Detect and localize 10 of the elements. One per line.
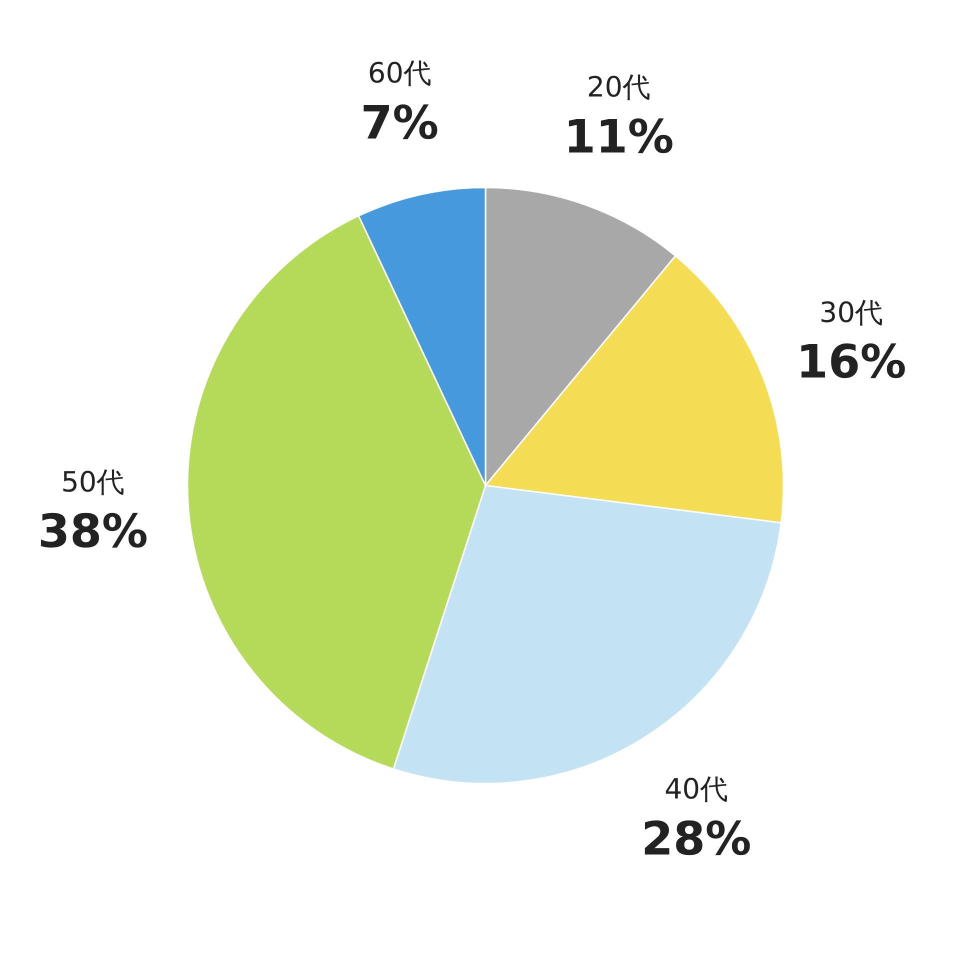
data-label: 16% bbox=[796, 334, 906, 389]
data-label: 7% bbox=[360, 96, 439, 150]
slice-label: 50代 bbox=[61, 465, 125, 498]
slice-label: 40代 bbox=[664, 772, 728, 806]
slice-label: 20代 bbox=[586, 70, 651, 104]
slice-label: 60代 bbox=[368, 56, 432, 90]
data-label: 11% bbox=[564, 109, 674, 164]
slice-label: 30代 bbox=[819, 296, 884, 329]
data-label: 38% bbox=[38, 504, 148, 558]
data-label: 28% bbox=[641, 812, 752, 866]
